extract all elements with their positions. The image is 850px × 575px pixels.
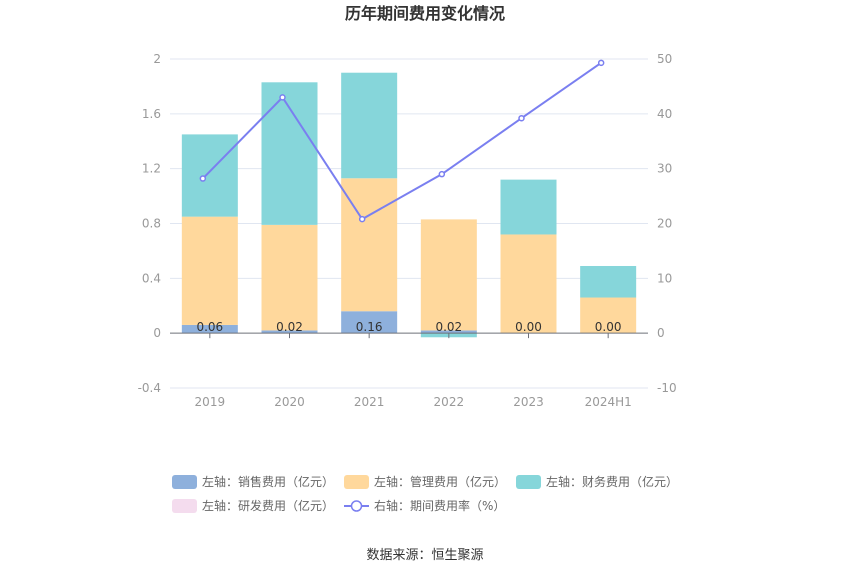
expense-ratio-path <box>202 62 602 221</box>
line-point <box>597 59 605 67</box>
data-source: 数据来源：恒生聚源 <box>366 548 483 563</box>
sales-expense-bar <box>181 324 238 334</box>
legend-label: 右轴：期间费用率（%） <box>374 498 505 513</box>
legend-item: 左轴：研发费用（亿元） <box>172 498 334 513</box>
expense-ratio-line <box>199 59 605 223</box>
line-point <box>358 215 366 223</box>
left-tick-label: 1.6 <box>142 107 161 121</box>
legend-marker <box>350 500 363 512</box>
legend-item: 左轴：管理费用（亿元） <box>344 474 506 489</box>
data-label: 0.02 <box>435 320 462 334</box>
legend-swatch <box>172 475 197 489</box>
data-label: 0.00 <box>515 320 542 334</box>
legend-swatch <box>344 475 369 489</box>
legend-label: 左轴：研发费用（亿元） <box>202 498 334 513</box>
left-tick-label: -0.4 <box>138 381 161 395</box>
sales-expense-bar <box>420 330 477 334</box>
finance-expense-bar <box>580 265 637 298</box>
right-tick-label: -10 <box>657 381 677 395</box>
finance-expense-bar <box>181 134 238 217</box>
x-tick-label: 2023 <box>513 395 544 409</box>
bars <box>181 72 637 338</box>
legend-item: 右轴：期间费用率（%） <box>344 498 505 513</box>
x-tick-label: 2020 <box>274 395 305 409</box>
admin-expense-bar <box>261 224 318 331</box>
legend-label: 左轴：销售费用（亿元） <box>202 474 334 489</box>
left-tick-label: 0 <box>153 326 161 340</box>
finance-expense-bar <box>261 82 318 225</box>
sales-expense-bar <box>261 330 318 334</box>
right-tick-label: 20 <box>657 217 672 231</box>
data-label: 0.02 <box>276 320 303 334</box>
right-tick-label: 0 <box>657 326 665 340</box>
legend-item: 左轴：销售费用（亿元） <box>172 474 334 489</box>
data-labels: 0.06 0.02 0.16 0.02 0.00 0.00 <box>196 320 621 334</box>
left-tick-label: 2 <box>153 52 161 66</box>
finance-expense-bar <box>500 179 557 235</box>
data-label: 0.16 <box>356 320 383 334</box>
chart-title: 历年期间费用变化情况 <box>345 4 505 23</box>
right-tick-label: 30 <box>657 162 672 176</box>
x-tick-label: 2021 <box>354 395 385 409</box>
x-tick-label: 2024H1 <box>585 395 632 409</box>
legend-item: 左轴：财务费用（亿元） <box>516 474 678 489</box>
right-tick-label: 10 <box>657 271 672 285</box>
right-tick-label: 40 <box>657 107 672 121</box>
finance-expense-bar <box>341 72 398 179</box>
right-axis: 50 40 30 20 10 0 -10 <box>657 52 677 395</box>
sales-expense-bar <box>341 311 398 334</box>
x-tick-label: 2019 <box>195 395 226 409</box>
legend-label: 左轴：财务费用（亿元） <box>546 474 678 489</box>
left-tick-label: 1.2 <box>142 162 161 176</box>
legend-swatch <box>516 475 541 489</box>
left-axis: 2 1.6 1.2 0.8 0.4 0 -0.4 <box>138 52 161 395</box>
line-point <box>279 94 286 101</box>
left-tick-label: 0.8 <box>142 217 161 231</box>
admin-expense-bar <box>181 216 238 325</box>
grid <box>170 58 648 389</box>
legend-label: 左轴：管理费用（亿元） <box>374 474 506 489</box>
admin-expense-bar <box>500 234 557 334</box>
line-point <box>518 114 525 122</box>
legend: 左轴：销售费用（亿元） 左轴：管理费用（亿元） 左轴：财务费用（亿元） 左轴：研发费用… <box>172 474 678 513</box>
right-tick-label: 50 <box>657 52 672 66</box>
left-tick-label: 0.4 <box>142 271 161 285</box>
line-point <box>199 175 207 182</box>
x-axis: 2019 2020 2021 2022 2023 2024H1 <box>195 333 632 409</box>
data-label: 0.00 <box>595 320 622 334</box>
legend-swatch <box>172 499 197 513</box>
line-point <box>438 170 446 178</box>
x-tick-label: 2022 <box>434 395 465 409</box>
admin-expense-bar <box>580 297 637 334</box>
admin-expense-bar <box>420 219 477 331</box>
data-label: 0.06 <box>196 320 223 334</box>
